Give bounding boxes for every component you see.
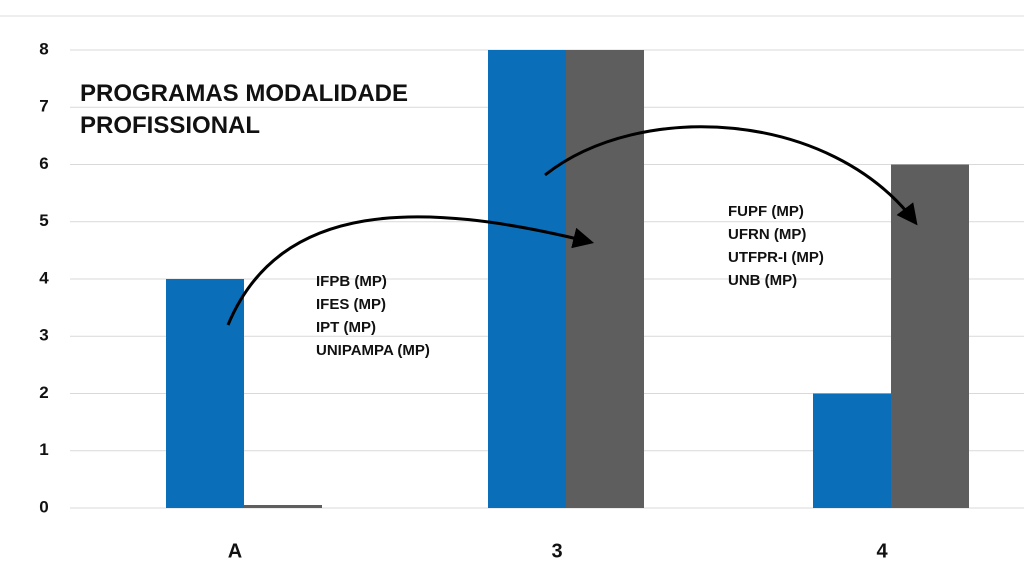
y-tick-label: 6 — [39, 154, 48, 173]
bar — [488, 50, 566, 508]
annotation: IFPB (MP) — [316, 273, 387, 290]
y-tick-label: 7 — [39, 97, 48, 116]
arrow — [226, 215, 595, 326]
x-tick-label: 3 — [551, 540, 562, 562]
y-tick-label: 3 — [39, 326, 48, 345]
annotation: IFES (MP) — [316, 296, 386, 313]
bar — [813, 393, 891, 508]
arrow — [544, 125, 918, 226]
x-tick-label: 4 — [876, 540, 888, 562]
bar — [891, 164, 969, 508]
y-tick-label: 4 — [39, 268, 49, 287]
y-tick-label: 5 — [39, 211, 48, 230]
bar — [244, 505, 322, 508]
chart-title: PROGRAMAS MODALIDADE PROFISSIONAL — [80, 80, 408, 139]
plot: 0 1 2 3 4 5 6 7 8 A 3 4 — [39, 39, 1024, 562]
annotation: UNB (MP) — [728, 272, 797, 289]
y-tick-label: 1 — [39, 440, 48, 459]
annotation: UNIPAMPA (MP) — [316, 342, 430, 359]
annotation: UFRN (MP) — [728, 226, 806, 243]
annotation: UTFPR-I (MP) — [728, 249, 824, 266]
bar — [566, 50, 644, 508]
y-tick-label: 0 — [39, 497, 48, 516]
x-tick-label: A — [228, 540, 242, 562]
annotation: IPT (MP) — [316, 319, 376, 336]
y-tick-label: 2 — [39, 383, 48, 402]
y-tick-label: 8 — [39, 39, 48, 58]
annotation: FUPF (MP) — [728, 203, 804, 220]
